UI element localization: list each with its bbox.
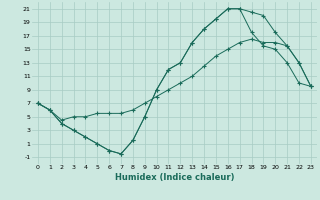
X-axis label: Humidex (Indice chaleur): Humidex (Indice chaleur): [115, 173, 234, 182]
